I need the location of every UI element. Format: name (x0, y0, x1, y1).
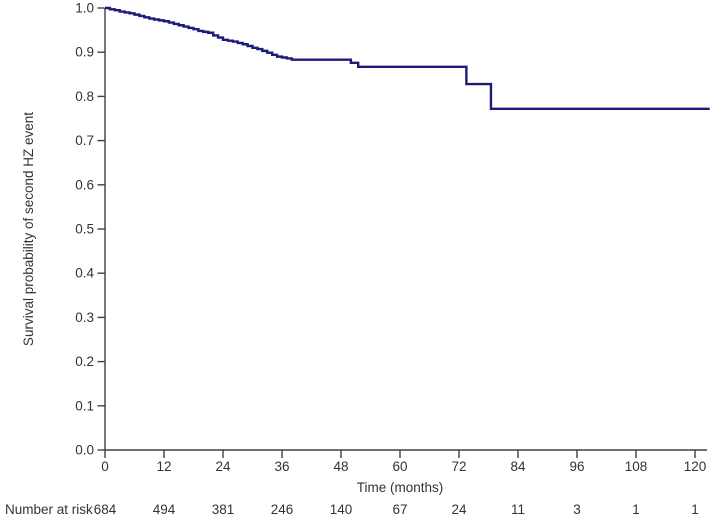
y-tick-label: 0.9 (75, 45, 94, 60)
number-at-risk-value: 1 (691, 502, 699, 517)
y-tick-label: 0.7 (75, 133, 94, 148)
x-tick-label: 96 (569, 459, 584, 474)
x-tick-label: 0 (101, 459, 109, 474)
x-tick-label: 12 (156, 459, 171, 474)
y-tick-label: 0.3 (75, 310, 94, 325)
x-tick-label: 60 (392, 459, 407, 474)
x-tick-label: 84 (510, 459, 526, 474)
y-tick-label: 0.2 (75, 354, 94, 369)
number-at-risk-value: 684 (94, 502, 117, 517)
y-tick-label: 0.5 (75, 222, 94, 237)
x-tick-label: 108 (625, 459, 648, 474)
y-tick-label: 0.1 (75, 398, 94, 413)
number-at-risk-value: 1 (632, 502, 640, 517)
x-axis-title: Time (months) (357, 480, 444, 495)
number-at-risk-value: 67 (392, 502, 407, 517)
number-at-risk-label: Number at risk (5, 502, 93, 517)
y-tick-label: 0.4 (75, 266, 94, 281)
number-at-risk-value: 24 (451, 502, 467, 517)
number-at-risk-value: 140 (330, 502, 353, 517)
y-tick-label: 0.8 (75, 89, 94, 104)
y-axis: 1.0 0.9 0.8 0.7 0.6 0.5 0.4 0.3 0.2 0.1 0.0 (75, 1, 106, 458)
x-tick-label: 48 (333, 459, 348, 474)
y-tick-label: 0.0 (75, 443, 94, 458)
survival-curve (105, 6, 710, 110)
x-axis: 0 12 24 36 48 60 72 84 96 108 120 (101, 449, 707, 474)
number-at-risk-value: 3 (573, 502, 581, 517)
number-at-risk-value: 494 (153, 502, 176, 517)
number-at-risk-value: 246 (271, 502, 294, 517)
x-tick-label: 72 (451, 459, 466, 474)
x-tick-label: 24 (215, 459, 231, 474)
y-axis-title: Survival probability of second HZ event (21, 112, 36, 346)
y-tick-label: 0.6 (75, 177, 94, 192)
number-at-risk-value: 11 (511, 502, 525, 517)
number-at-risk-value: 381 (212, 502, 235, 517)
x-tick-label: 120 (684, 459, 707, 474)
y-tick-label: 1.0 (75, 1, 94, 16)
number-at-risk-row: Number at risk 684 494 381 246 140 67 24 11 3 1 1 (5, 502, 699, 517)
x-tick-label: 36 (274, 459, 289, 474)
